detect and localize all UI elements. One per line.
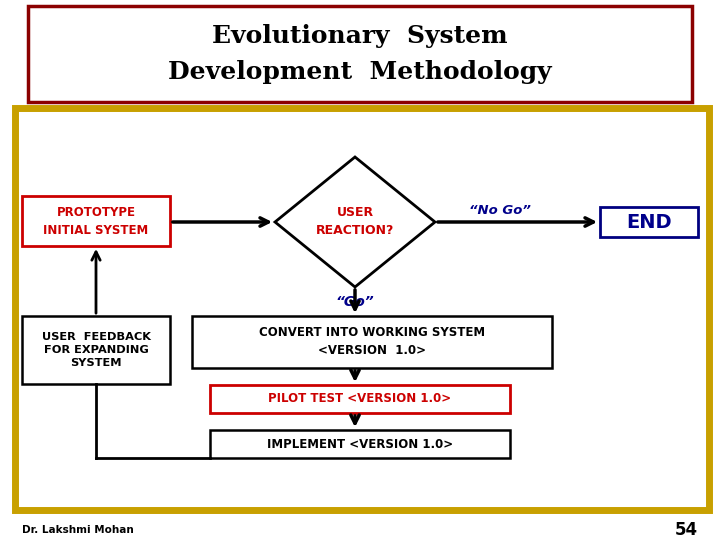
Text: 54: 54 bbox=[675, 521, 698, 539]
FancyBboxPatch shape bbox=[600, 207, 698, 237]
FancyBboxPatch shape bbox=[15, 108, 709, 510]
FancyBboxPatch shape bbox=[28, 6, 692, 102]
Text: PROTOTYPE
INITIAL SYSTEM: PROTOTYPE INITIAL SYSTEM bbox=[43, 206, 148, 237]
Text: Evolutionary  System: Evolutionary System bbox=[212, 24, 508, 48]
Text: END: END bbox=[626, 213, 672, 232]
Text: IMPLEMENT <VERSION 1.0>: IMPLEMENT <VERSION 1.0> bbox=[267, 437, 453, 450]
Text: USER  FEEDBACK
FOR EXPANDING
SYSTEM: USER FEEDBACK FOR EXPANDING SYSTEM bbox=[42, 332, 150, 368]
FancyBboxPatch shape bbox=[22, 316, 170, 384]
Text: “No Go”: “No Go” bbox=[469, 204, 531, 217]
Text: “Go”: “Go” bbox=[336, 295, 374, 309]
Text: USER
REACTION?: USER REACTION? bbox=[316, 206, 394, 238]
FancyBboxPatch shape bbox=[210, 430, 510, 458]
FancyBboxPatch shape bbox=[192, 316, 552, 368]
Polygon shape bbox=[275, 157, 435, 287]
FancyBboxPatch shape bbox=[22, 196, 170, 246]
FancyBboxPatch shape bbox=[210, 385, 510, 413]
Text: Dr. Lakshmi Mohan: Dr. Lakshmi Mohan bbox=[22, 525, 134, 535]
Text: CONVERT INTO WORKING SYSTEM
<VERSION  1.0>: CONVERT INTO WORKING SYSTEM <VERSION 1.0… bbox=[259, 327, 485, 357]
Text: Development  Methodology: Development Methodology bbox=[168, 60, 552, 84]
Text: PILOT TEST <VERSION 1.0>: PILOT TEST <VERSION 1.0> bbox=[269, 393, 451, 406]
